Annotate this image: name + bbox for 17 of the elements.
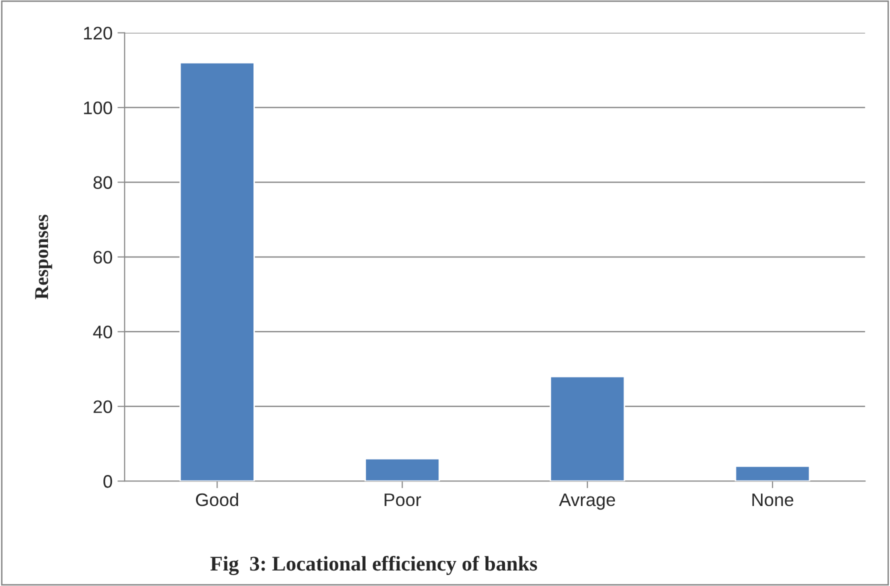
y-tick-label: 20 [94, 400, 112, 414]
y-tick-label: 120 [84, 26, 112, 40]
bar [734, 465, 810, 482]
x-tick-label: None [752, 494, 794, 506]
bar [364, 458, 440, 482]
bar [179, 62, 255, 482]
x-tick-label: Poor [384, 494, 422, 506]
text: Fig 3: Locational efficiency of banks [210, 556, 538, 576]
y-tick-label: 100 [84, 101, 112, 114]
y-tick-label: 80 [94, 176, 112, 189]
bar [550, 376, 626, 482]
y-axis-title: Responses [35, 214, 52, 300]
x-tick-label: Avrage [558, 494, 616, 510]
x-tick-label: Good [196, 492, 238, 506]
y-tick-label: 60 [94, 250, 112, 264]
y-tick-label: 0 [103, 475, 112, 488]
y-tick-label: 40 [93, 326, 112, 338]
